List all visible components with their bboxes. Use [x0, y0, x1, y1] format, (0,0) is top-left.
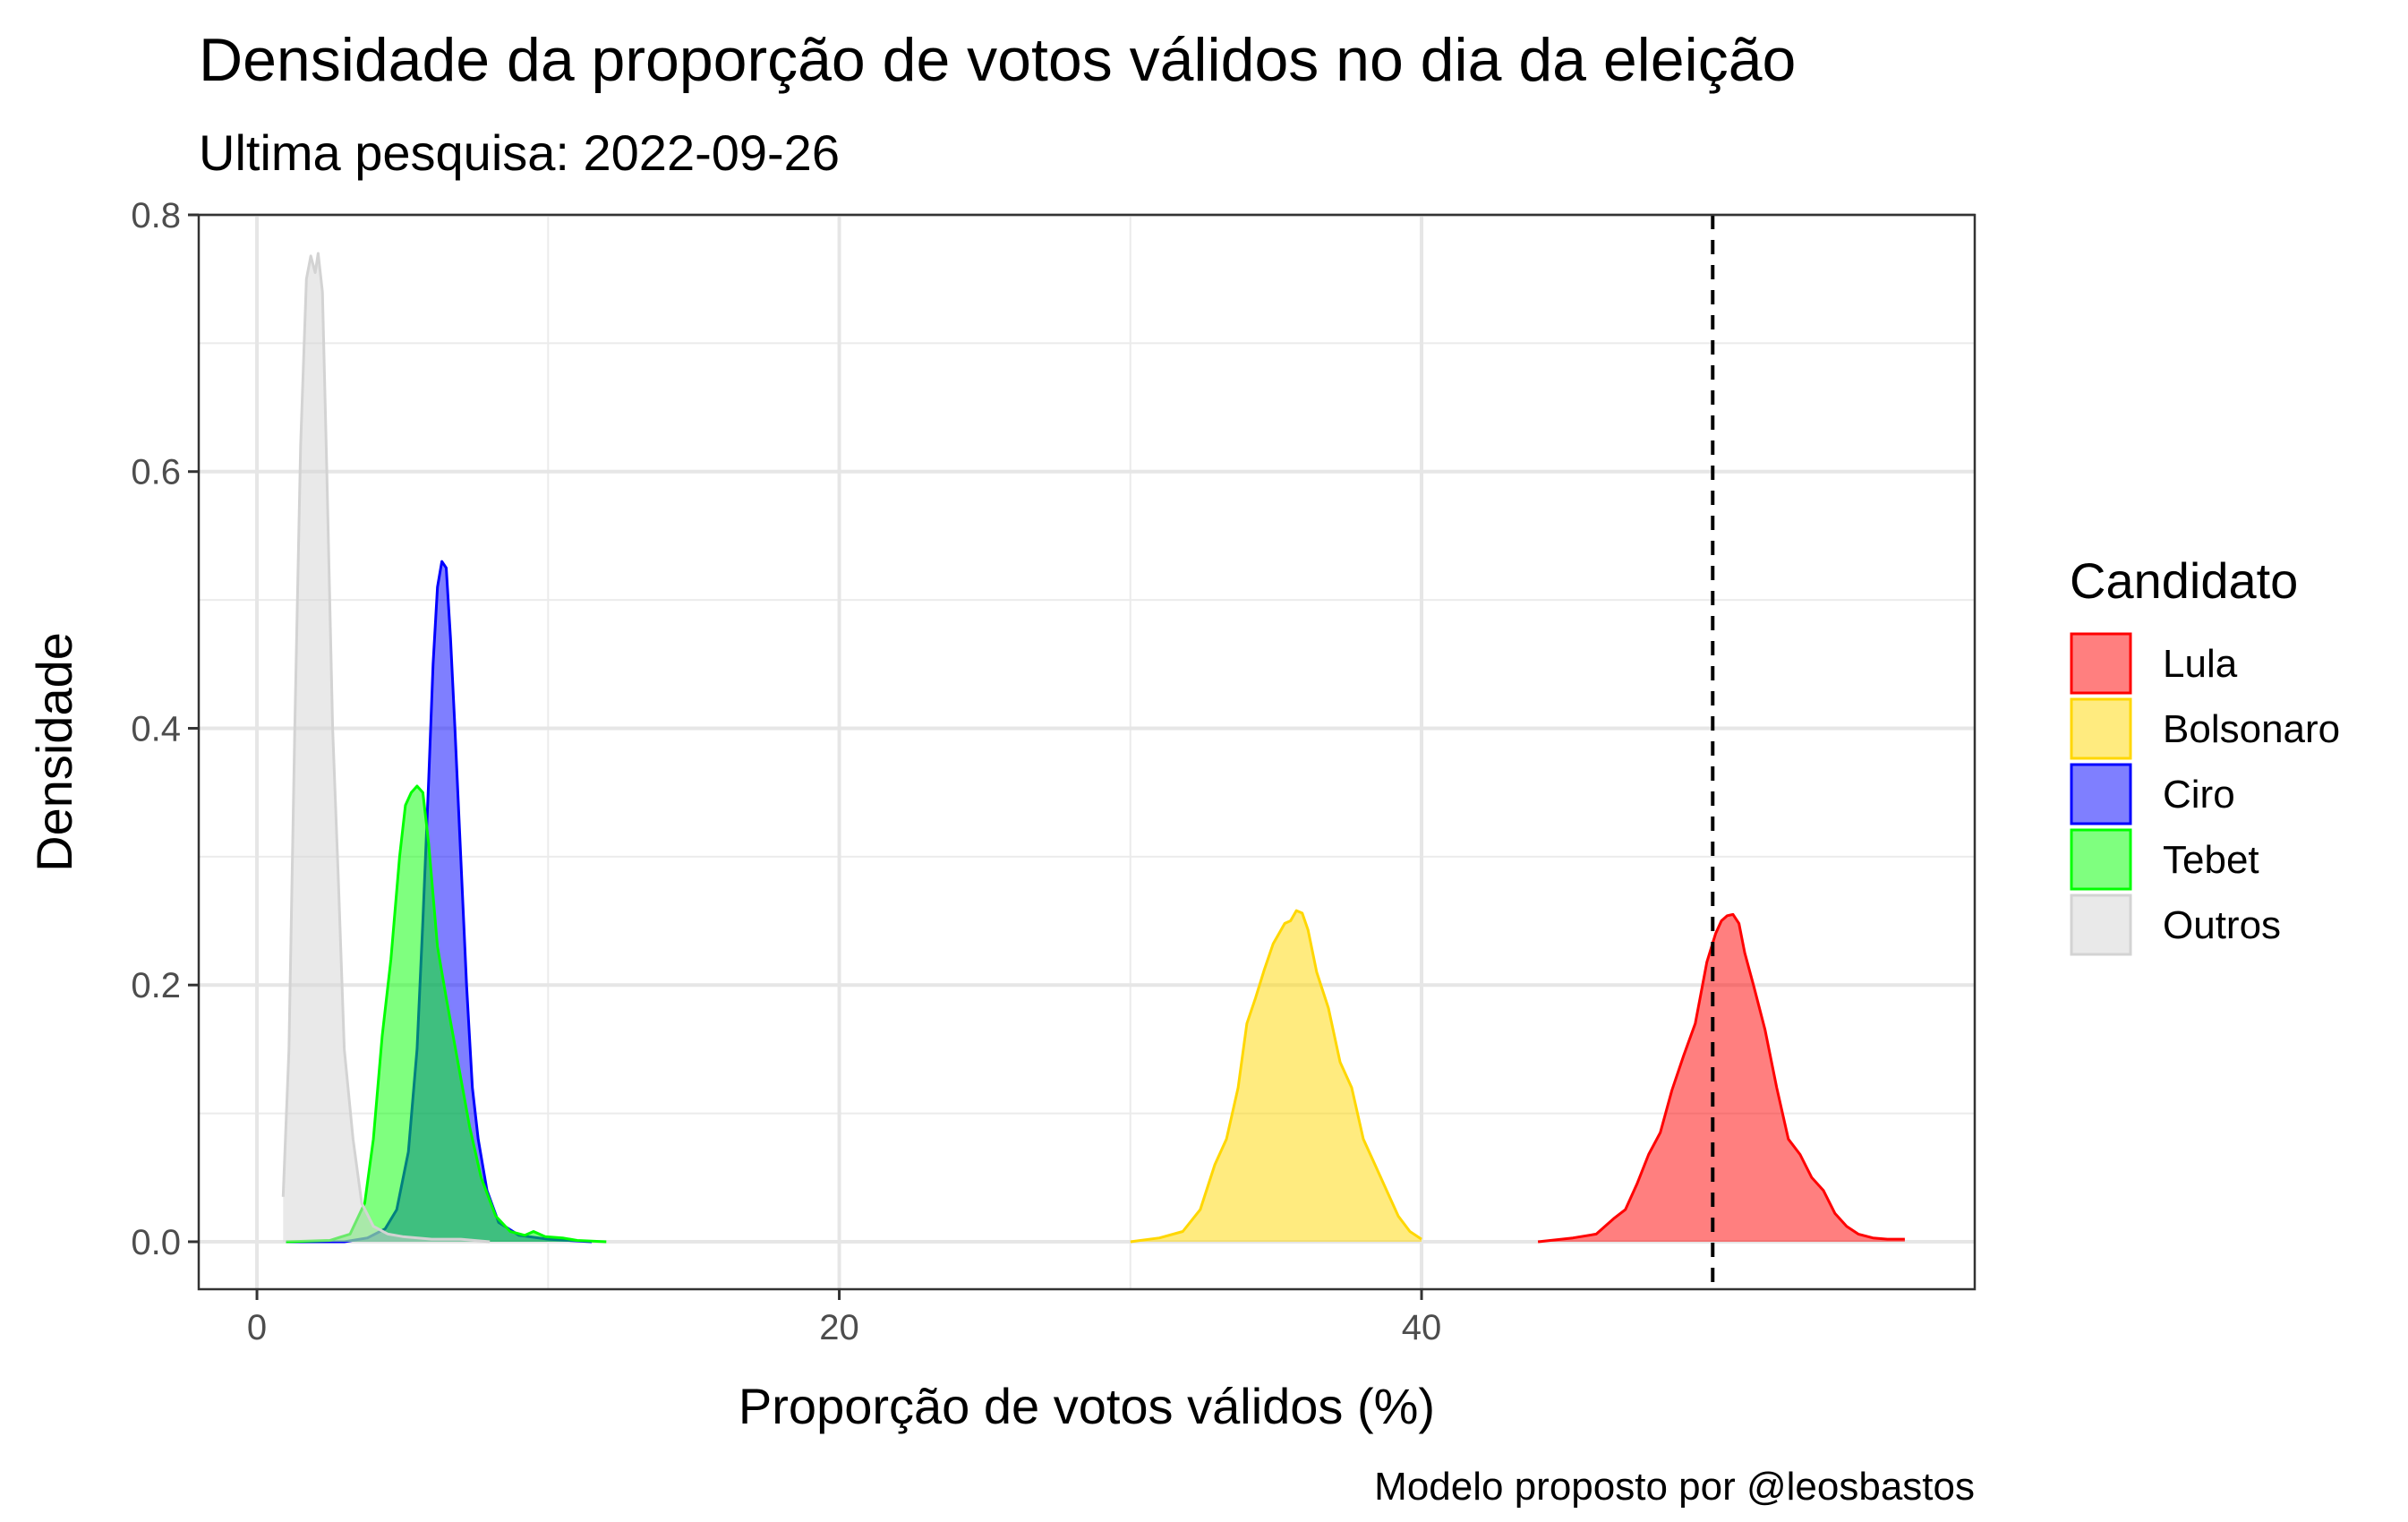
x-axis-title: Proporção de votos válidos (%)	[739, 1378, 1435, 1434]
x-tick-label: 0	[247, 1308, 267, 1347]
y-axis-title: Densidade	[26, 632, 82, 872]
x-tick-label: 40	[1402, 1308, 1442, 1347]
y-tick-label: 0.4	[131, 709, 181, 748]
chart-subtitle: Ultima pesquisa: 2022-09-26	[199, 124, 840, 181]
density-line-outros	[281, 252, 491, 1244]
density-line-lula	[1537, 912, 1905, 1244]
legend: Candidato Lula Bolsonaro Ciro Tebet Outros	[2070, 552, 2340, 956]
legend-key-tebet	[2070, 828, 2132, 891]
legend-label: Outros	[2163, 903, 2281, 947]
y-axis: 0.0 0.2 0.4 0.6 0.8	[131, 196, 199, 1262]
chart-title: Densidade da proporção de votos válidos …	[199, 26, 1796, 94]
legend-key-lula	[2070, 632, 2132, 695]
legend-label: Lula	[2163, 642, 2238, 686]
minor-gridlines	[199, 215, 1975, 1289]
density-line-tebet	[286, 784, 607, 1244]
legend-key-outros	[2070, 894, 2132, 956]
plot-border	[197, 213, 1977, 1291]
density-areas	[281, 252, 1905, 1244]
legend-title: Candidato	[2070, 552, 2298, 609]
legend-label: Tebet	[2163, 838, 2259, 882]
y-tick-label: 0.6	[131, 453, 181, 492]
legend-key-ciro	[2070, 763, 2132, 825]
x-axis: 0 20 40	[247, 1289, 1441, 1347]
density-area-bolsonaro	[1130, 911, 1422, 1242]
y-tick-label: 0.8	[131, 196, 181, 235]
density-line-bolsonaro	[1130, 909, 1422, 1244]
x-tick-label: 20	[819, 1308, 859, 1347]
density-area-tebet	[286, 786, 607, 1242]
legend-key-bolsonaro	[2070, 697, 2132, 760]
density-area-ciro	[286, 561, 593, 1242]
density-area-lula	[1538, 914, 1905, 1242]
y-tick-label: 0.0	[131, 1223, 181, 1262]
legend-label: Ciro	[2163, 773, 2235, 817]
density-area-outros	[283, 253, 491, 1242]
legend-label: Bolsonaro	[2163, 707, 2340, 751]
y-tick-label: 0.2	[131, 966, 181, 1005]
chart-caption: Modelo proposto por @leosbastos	[1374, 1465, 1975, 1509]
